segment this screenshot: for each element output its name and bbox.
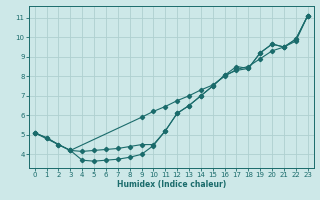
X-axis label: Humidex (Indice chaleur): Humidex (Indice chaleur) xyxy=(116,180,226,189)
